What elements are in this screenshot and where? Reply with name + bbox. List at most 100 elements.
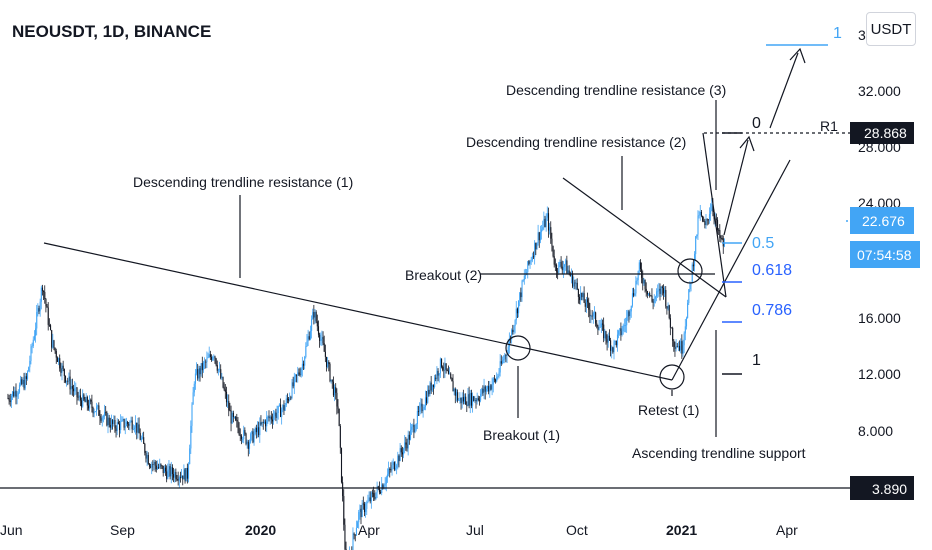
candle-body bbox=[314, 312, 316, 318]
candle-body bbox=[461, 397, 463, 404]
candle-body bbox=[646, 291, 648, 295]
candle-body bbox=[388, 469, 390, 475]
candle-body bbox=[35, 328, 37, 336]
candle-body bbox=[130, 420, 132, 422]
candle-body bbox=[421, 403, 423, 412]
breakout-2-circle[interactable] bbox=[677, 258, 703, 284]
candle-body bbox=[454, 388, 456, 396]
label-resistance-1: Descending trendline resistance (1) bbox=[133, 174, 353, 190]
candle-body bbox=[32, 339, 34, 346]
candle-body bbox=[214, 356, 216, 359]
candle-body bbox=[400, 448, 402, 453]
candle-body bbox=[715, 218, 717, 220]
candle-body bbox=[147, 454, 149, 465]
candle-body bbox=[133, 427, 136, 430]
candle-body bbox=[237, 421, 239, 428]
trendline-ascending-support[interactable] bbox=[671, 159, 791, 381]
candle-body bbox=[56, 357, 58, 362]
candle-body bbox=[436, 370, 438, 379]
candle-body bbox=[505, 354, 507, 356]
candle-body bbox=[222, 377, 224, 388]
candle-body bbox=[277, 405, 279, 414]
candle-body bbox=[443, 369, 445, 371]
trendline-resistance-1[interactable] bbox=[43, 242, 673, 381]
candle-body bbox=[605, 331, 607, 340]
trendline-resistance-3[interactable] bbox=[702, 132, 727, 298]
label-breakout-2: Breakout (2) bbox=[405, 267, 482, 283]
candle-body bbox=[16, 394, 18, 397]
candle-body bbox=[255, 427, 257, 433]
trendline-resistance-2[interactable] bbox=[562, 177, 727, 298]
candle-body bbox=[345, 548, 347, 550]
candle-body bbox=[539, 231, 541, 241]
candle-body bbox=[209, 354, 211, 357]
projection-arrow-1[interactable] bbox=[723, 139, 749, 236]
candle-body bbox=[717, 219, 719, 230]
breakout-1-circle[interactable] bbox=[505, 335, 531, 361]
candle-body bbox=[620, 328, 622, 335]
time-axis[interactable]: Jun Sep 2020 Apr Jul Oct 2021 Apr bbox=[0, 522, 798, 538]
candle-body bbox=[9, 400, 11, 402]
candle-body bbox=[697, 215, 699, 235]
candle-body bbox=[466, 404, 468, 406]
candle-body bbox=[198, 368, 200, 379]
annotation-labels: Descending trendline resistance (1) Desc… bbox=[133, 82, 838, 461]
label-ascending-support: Ascending trendline support bbox=[632, 445, 806, 461]
candle-body bbox=[444, 363, 446, 371]
candle-body bbox=[299, 374, 301, 376]
candle-body bbox=[304, 357, 306, 366]
candle-body bbox=[83, 394, 85, 400]
candle-body bbox=[660, 286, 662, 294]
candle-body bbox=[69, 376, 71, 390]
candle-body bbox=[467, 394, 469, 406]
candle-body bbox=[154, 462, 156, 466]
candle-body bbox=[155, 465, 157, 470]
candle-body bbox=[636, 280, 638, 282]
candle-body bbox=[135, 422, 137, 428]
candle-body bbox=[512, 329, 514, 333]
candle-body bbox=[582, 293, 584, 298]
retest-1-circle[interactable] bbox=[659, 364, 685, 390]
candle-body bbox=[508, 338, 510, 347]
candle-body bbox=[74, 388, 76, 392]
candle-body bbox=[588, 302, 590, 310]
candle-body bbox=[93, 411, 95, 414]
candle-body bbox=[641, 268, 643, 278]
candle-body bbox=[253, 433, 255, 443]
price-axis[interactable]: 3 32.000 28.000 24.000 16.000 12.000 8.0… bbox=[846, 27, 920, 500]
candle-body bbox=[82, 394, 84, 407]
candle-body bbox=[36, 312, 38, 329]
candle-body bbox=[227, 401, 229, 403]
candle-body bbox=[200, 363, 202, 375]
candle-body bbox=[595, 312, 597, 324]
candle-body bbox=[158, 467, 160, 468]
candle-body bbox=[589, 309, 591, 317]
candle-body bbox=[173, 474, 175, 478]
candle-body bbox=[637, 271, 639, 281]
currency-selector-button[interactable]: USDT bbox=[866, 12, 916, 46]
candle-body bbox=[144, 443, 146, 453]
candle-body bbox=[352, 533, 354, 550]
candle-body bbox=[522, 279, 524, 282]
candle-body bbox=[165, 467, 167, 472]
candle-body bbox=[326, 356, 328, 367]
candle-body bbox=[322, 337, 324, 344]
candle-body bbox=[162, 465, 164, 473]
candle-body bbox=[225, 391, 228, 403]
candle-body bbox=[573, 282, 575, 287]
candle-body bbox=[535, 242, 537, 250]
candle-body bbox=[447, 370, 449, 374]
projection-arrow-2[interactable] bbox=[769, 52, 799, 129]
candle-body bbox=[38, 308, 40, 312]
candle-body bbox=[39, 301, 41, 312]
candle-body bbox=[613, 341, 615, 353]
candle-body bbox=[101, 417, 103, 421]
candle-body bbox=[120, 421, 122, 431]
candle-body bbox=[457, 392, 459, 401]
candle-body bbox=[61, 365, 63, 373]
candle-body bbox=[513, 326, 515, 333]
candle-body bbox=[138, 424, 140, 434]
candle-body bbox=[607, 335, 609, 343]
candle-body bbox=[163, 467, 165, 473]
